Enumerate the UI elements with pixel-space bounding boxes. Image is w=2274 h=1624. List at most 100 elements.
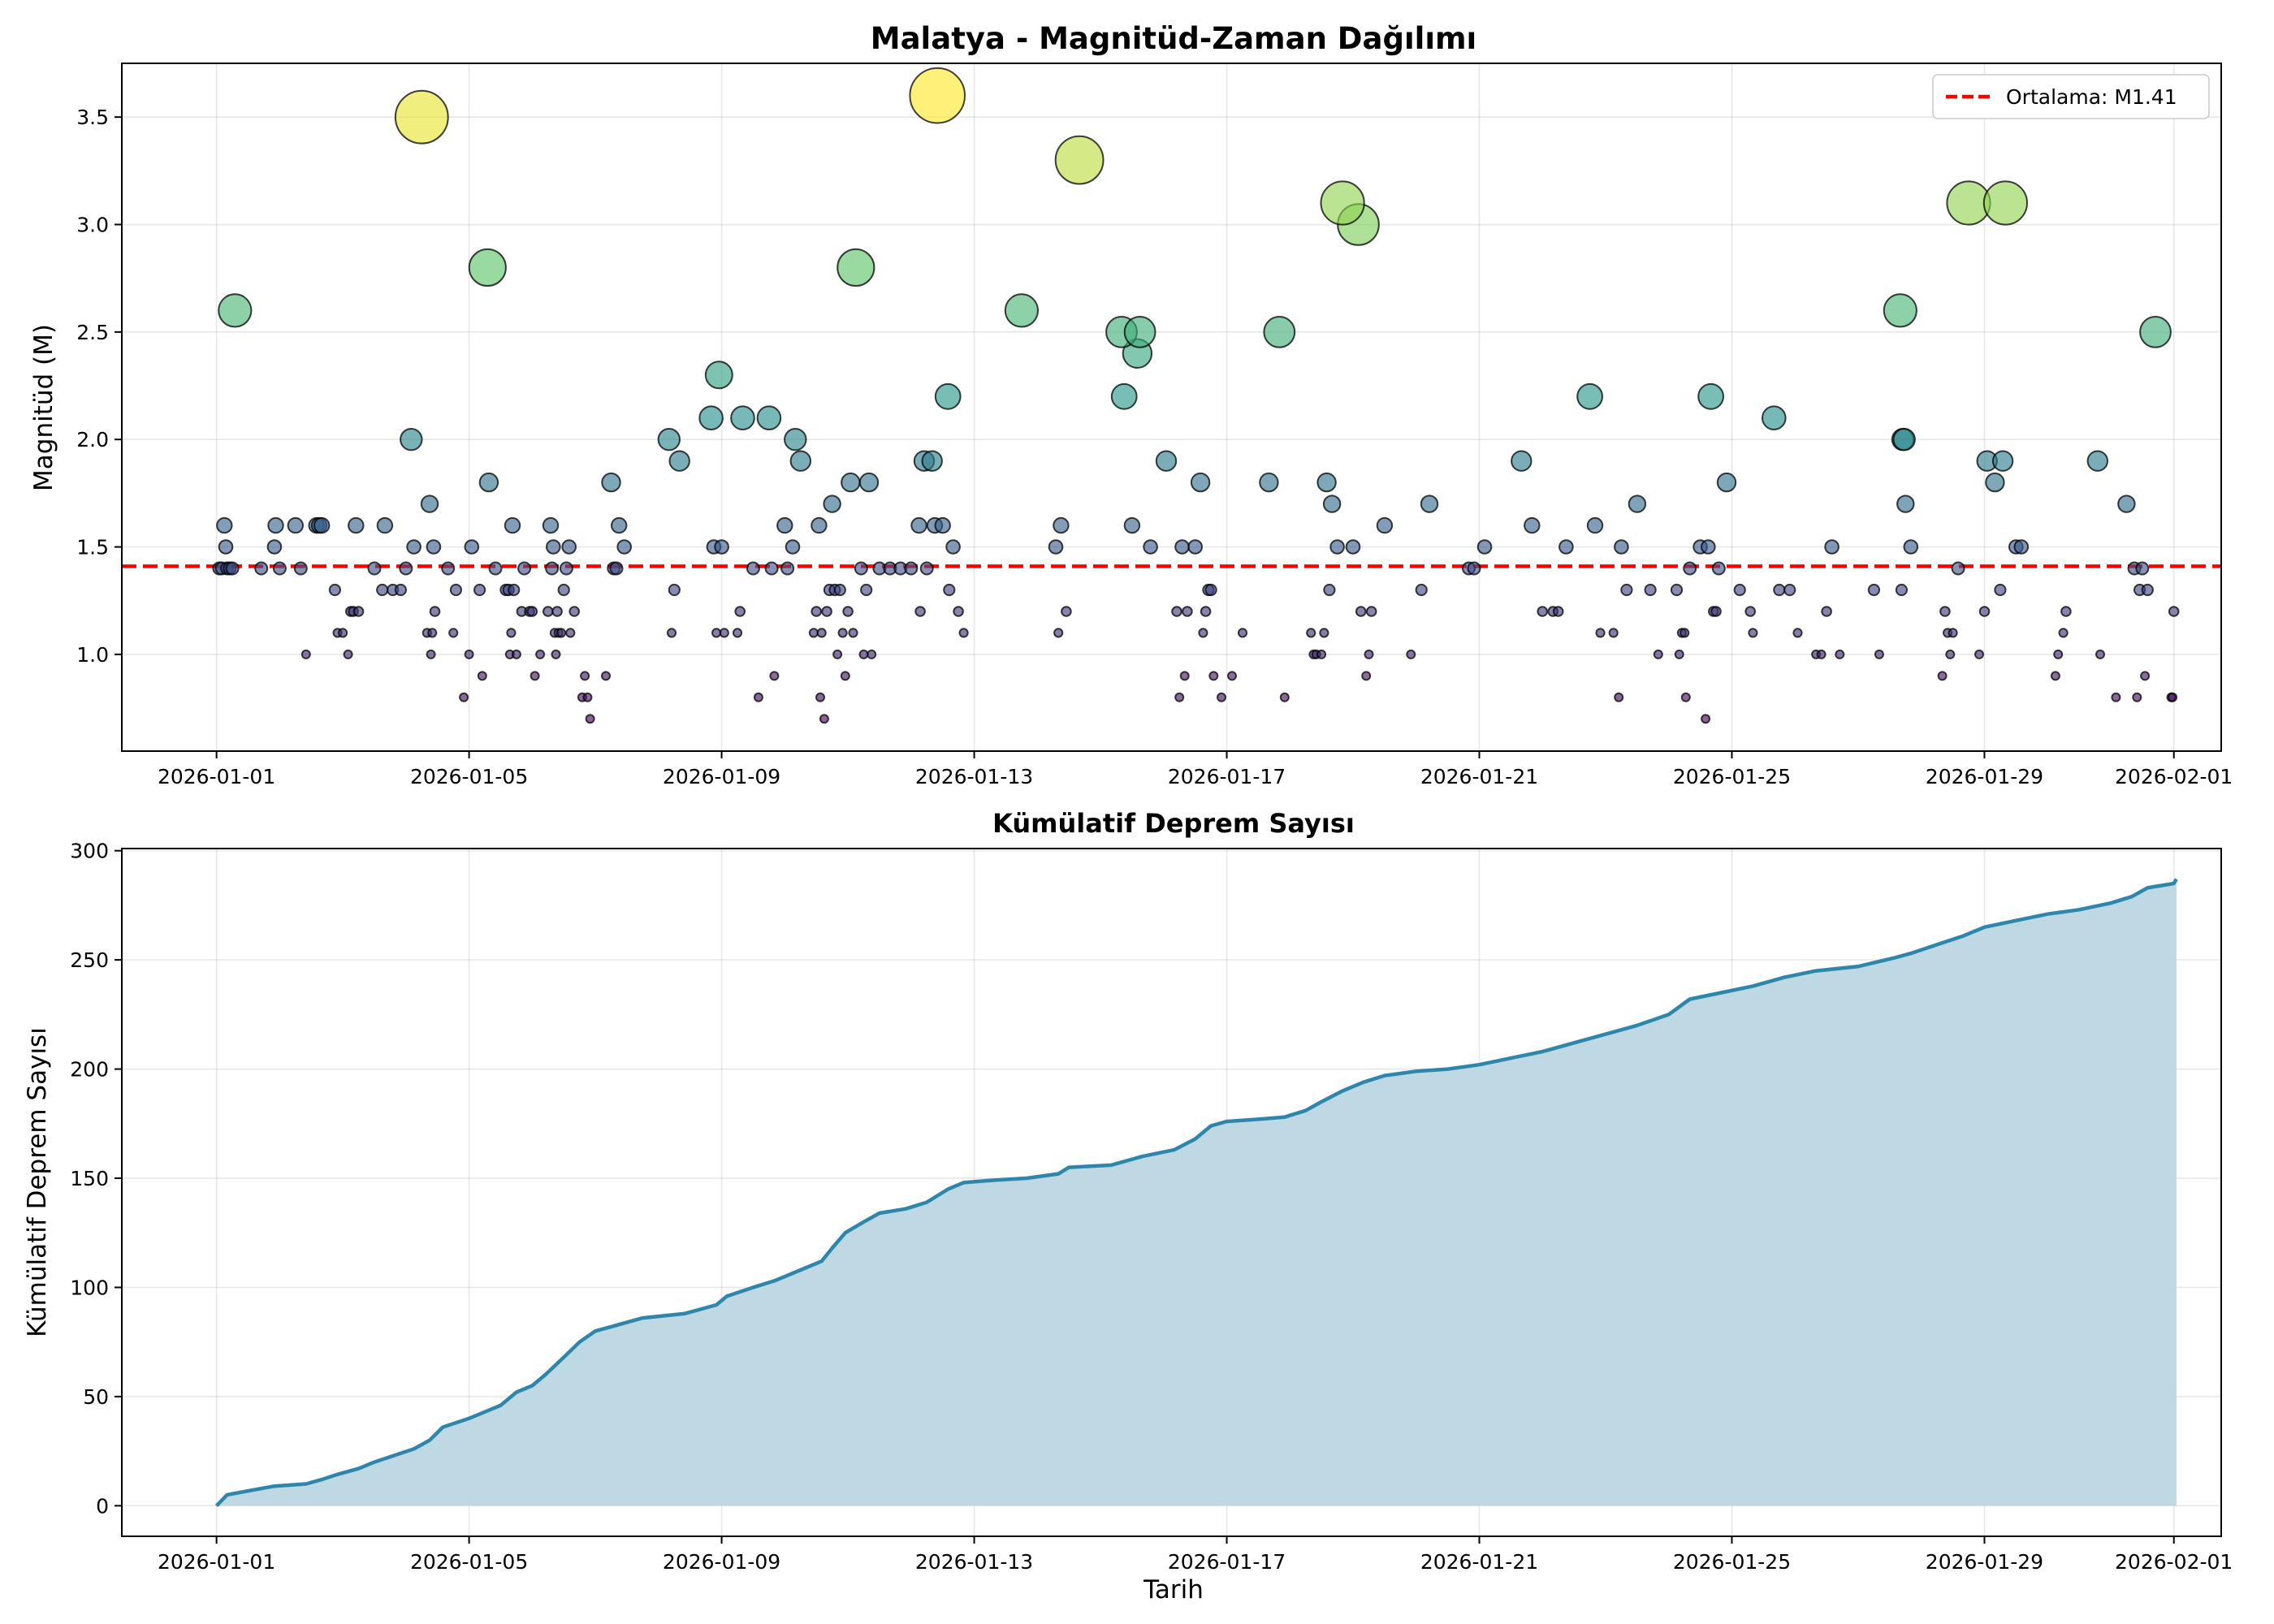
scatter-point (816, 628, 827, 638)
x-axis-label-bottom: Tarih (1143, 1575, 1204, 1605)
scatter-point (1982, 180, 2028, 226)
y-tick-label: 300 (70, 840, 109, 863)
scatter-point (464, 539, 480, 555)
scatter-point (420, 495, 439, 513)
legend-box (1932, 74, 2210, 119)
scatter-point (934, 382, 962, 410)
scatter-point (367, 561, 382, 576)
scatter-point (840, 671, 850, 681)
scatter-point (1187, 539, 1203, 555)
scatter-point (714, 539, 729, 555)
scatter-point (313, 516, 331, 534)
scatter-point (2132, 692, 2142, 702)
scatter-point (1608, 628, 1619, 638)
scatter-point (2060, 606, 2072, 617)
scatter-point (526, 606, 538, 617)
scatter-point (1174, 692, 1185, 702)
scatter-point (517, 561, 532, 576)
cumulative-count-panel: 2026-01-01 2026-01-05 2026-01-09 2026-01-13… (23, 808, 2233, 1605)
y-tick-label: 150 (70, 1167, 109, 1190)
x-tick-label: 2026-01-05 (410, 1550, 528, 1574)
scatter-point (1974, 649, 1984, 659)
scatter-point (842, 606, 854, 617)
scatter-point (272, 561, 287, 576)
scatter-point (821, 606, 832, 617)
scatter-point (556, 628, 567, 638)
y-tick-label: 3.5 (76, 106, 109, 129)
scatter-point (1895, 583, 1908, 597)
scatter-point (449, 583, 463, 597)
scatter-point (1620, 583, 1633, 597)
scatter-point (1217, 692, 1226, 702)
scatter-point (904, 561, 919, 576)
scatter-point (1406, 649, 1416, 659)
scatter-point (218, 539, 234, 555)
scatter-point (1048, 539, 1064, 555)
scatter-point (376, 516, 394, 534)
scatter-point (441, 561, 456, 576)
scatter-point (1816, 649, 1827, 659)
scatter-point (293, 561, 308, 576)
scatter-point (1792, 628, 1803, 638)
scatter-point (1361, 671, 1372, 681)
x-tick-label: 2026-01-17 (1168, 765, 1286, 788)
x-tick-label: 2026-01-13 (915, 765, 1033, 788)
scatter-point (837, 628, 848, 638)
scatter-point (1644, 583, 1657, 597)
scatter-point (1991, 450, 2014, 472)
scatter-point (1762, 405, 1787, 431)
scatter-point (1670, 583, 1684, 597)
scatter-point (1701, 539, 1716, 555)
scatter-point (585, 714, 595, 724)
scatter-point (400, 428, 423, 451)
scatter-point (1937, 671, 1948, 681)
scatter-point (343, 649, 353, 659)
scatter-point (464, 649, 474, 659)
scatter-point (769, 671, 780, 681)
x-tick-label: 2026-01-09 (663, 765, 780, 788)
x-tick-label: 2026-02-01 (2115, 1550, 2233, 1574)
scatter-points (212, 67, 2180, 724)
scatter-point (730, 405, 755, 431)
scatter-point (785, 539, 801, 555)
scatter-point (1320, 180, 1365, 226)
scatter-point (565, 628, 576, 638)
scatter-point (1867, 583, 1880, 597)
scatter-point (426, 649, 436, 659)
scatter-point (1467, 561, 1481, 576)
scatter-point (746, 561, 760, 576)
scatter-point (808, 628, 819, 638)
scatter-point (1586, 516, 1604, 534)
scatter-point (1204, 583, 1217, 597)
scatter-point (811, 516, 828, 534)
y-tick-label: 2.5 (76, 321, 109, 344)
scatter-point (348, 516, 365, 534)
scatter-point (953, 606, 964, 617)
scatter-point (1883, 293, 1917, 328)
scatter-point (1174, 539, 1190, 555)
scatter-point (266, 539, 283, 555)
scatter-point (668, 583, 681, 597)
y-tick-label: 100 (70, 1276, 109, 1299)
scatter-point (719, 628, 729, 638)
cumulative-area-fill (216, 879, 2177, 1506)
scatter-point (448, 628, 459, 638)
scatter-point (914, 606, 926, 617)
scatter-point (1123, 316, 1156, 348)
scatter-point (815, 692, 825, 702)
scatter-point (819, 714, 829, 724)
scatter-point (535, 649, 546, 659)
scatter-point (616, 539, 633, 555)
scatter-point (287, 516, 304, 534)
grid-top (122, 63, 2221, 751)
scatter-point (1200, 606, 1212, 617)
scatter-point (910, 516, 927, 534)
scatter-point (823, 495, 841, 513)
scatter-point (473, 583, 486, 597)
scatter-point (1951, 561, 1965, 576)
scatter-point (1710, 606, 1722, 617)
y-tick-label: 1.5 (76, 536, 109, 559)
magnitude-time-panel: 2026-01-01 2026-01-05 2026-01-09 2026-01-13… (29, 21, 2233, 788)
scatter-point (218, 293, 253, 328)
scatter-point (1476, 539, 1493, 555)
